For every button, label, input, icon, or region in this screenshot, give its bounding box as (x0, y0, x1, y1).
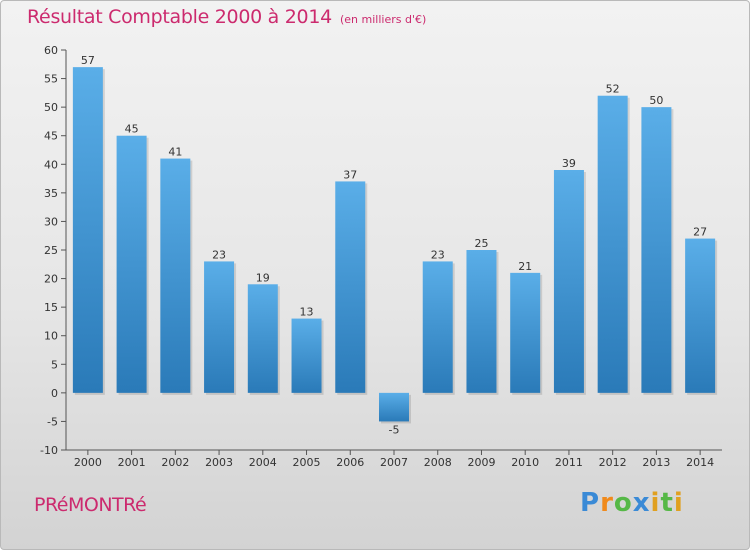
bar-value-label: 39 (562, 157, 576, 170)
bar (466, 250, 497, 393)
bar-value-label: 50 (649, 94, 663, 107)
x-tick-label: 2001 (118, 456, 146, 469)
bar (291, 318, 322, 393)
bar (72, 67, 103, 393)
bar-value-label: 19 (256, 271, 270, 284)
bar-value-label: 37 (343, 168, 357, 181)
logo-letter: i (650, 488, 661, 518)
y-tick-label: 10 (44, 330, 58, 343)
logo-letter: o (613, 488, 633, 518)
y-tick-label: 30 (44, 215, 58, 228)
bar-value-label: 52 (606, 83, 620, 96)
bar-value-label: 13 (300, 306, 314, 319)
x-tick-label: 2003 (205, 456, 233, 469)
x-tick-label: 2004 (249, 456, 277, 469)
bar (160, 158, 191, 393)
logo-letter: i (673, 488, 684, 518)
logo-letter: r (600, 488, 614, 518)
bar (247, 284, 278, 393)
chart-title: Résultat Comptable 2000 à 2014 (27, 6, 332, 28)
y-tick-label: 50 (44, 101, 58, 114)
bar (116, 135, 147, 393)
x-tick-label: 2002 (161, 456, 189, 469)
bar-value-label: 21 (518, 260, 532, 273)
x-tick-label: 2014 (686, 456, 714, 469)
y-tick-label: 5 (51, 358, 58, 371)
bar-value-label: 27 (693, 226, 707, 239)
x-tick-label: 2010 (511, 456, 539, 469)
x-tick-label: 2000 (74, 456, 102, 469)
x-tick-label: 2005 (293, 456, 321, 469)
bars (72, 67, 718, 424)
y-tick-label: 40 (44, 158, 58, 171)
x-tick-label: 2009 (467, 456, 495, 469)
y-tick-label: 15 (44, 301, 58, 314)
x-tick-label: 2011 (555, 456, 583, 469)
logo-letter: P (580, 488, 601, 518)
bar (685, 238, 716, 393)
logo-letter: t (660, 488, 674, 518)
x-tick-label: 2013 (642, 456, 670, 469)
x-tick-label: 2006 (336, 456, 364, 469)
bar (641, 107, 672, 393)
y-tick-label: -5 (47, 415, 58, 428)
bar (553, 170, 584, 393)
axes: -10 -5 0 5 10 15 20 25 30 35 40 45 50 55 60 2000 2001 200… (40, 44, 722, 469)
bar-value-label: -5 (389, 423, 400, 436)
bar-value-label: 45 (125, 123, 139, 136)
x-tick-label: 2012 (599, 456, 627, 469)
y-tick-label: 20 (44, 273, 58, 286)
logo-letter: x (632, 488, 651, 518)
commune-name: PRéMONTRé (34, 494, 147, 516)
bar-value-label: 57 (81, 54, 95, 67)
bar-value-label: 25 (474, 237, 488, 250)
bar-value-label: 23 (212, 248, 226, 261)
bar (422, 261, 453, 393)
bar (597, 95, 628, 393)
y-tick-label: -10 (40, 444, 58, 457)
chart-subtitle: (en milliers d'€) (340, 13, 427, 26)
bar (510, 272, 541, 393)
x-tick-label: 2007 (380, 456, 408, 469)
bar (204, 261, 235, 393)
y-tick-label: 35 (44, 187, 58, 200)
bar (335, 181, 366, 393)
y-tick-label: 0 (51, 387, 58, 400)
y-tick-label: 60 (44, 44, 58, 57)
y-tick-label: 55 (44, 73, 58, 86)
bar-labels: 57 45 41 23 19 13 37 -5 23 25 21 39 52 50 27 (81, 54, 707, 436)
y-tick-label: 45 (44, 130, 58, 143)
bar (379, 392, 409, 422)
y-tick-label: 25 (44, 244, 58, 257)
x-tick-label: 2008 (424, 456, 452, 469)
bar-value-label: 41 (168, 146, 182, 159)
bar-value-label: 23 (431, 248, 445, 261)
proxiti-logo: Proxiti (580, 488, 684, 518)
